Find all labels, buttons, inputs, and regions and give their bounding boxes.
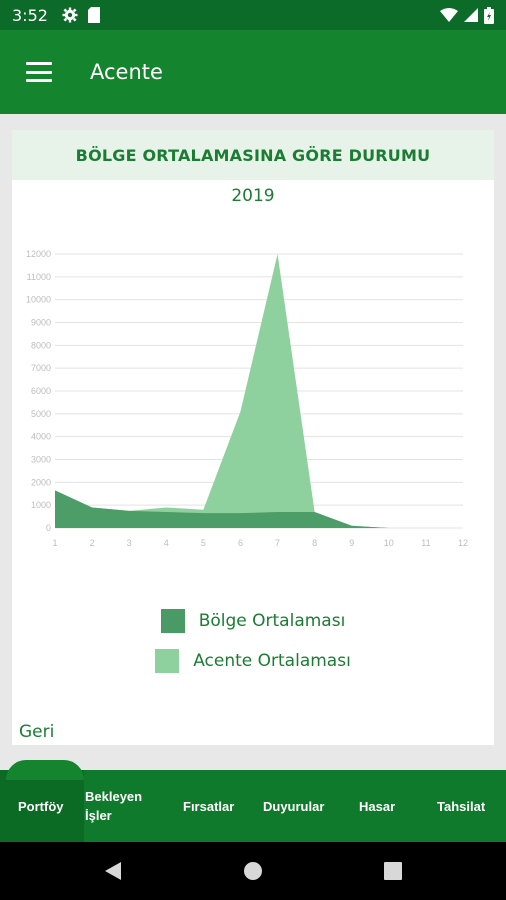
sd-card-icon xyxy=(87,7,100,23)
nav-item-bekleyen-isler[interactable]: Bekleyen İşler xyxy=(85,789,143,823)
y-tick-label: 3000 xyxy=(31,455,51,465)
menu-icon[interactable] xyxy=(26,62,52,82)
y-tick-label: 7000 xyxy=(31,363,51,373)
home-nav-button[interactable] xyxy=(236,842,270,900)
signal-icon xyxy=(464,8,478,22)
x-tick-label: 7 xyxy=(275,538,280,548)
system-nav-bar xyxy=(0,842,506,900)
recents-square-icon xyxy=(384,862,402,880)
series-area-acente xyxy=(55,254,463,528)
nav-active-tab-indicator xyxy=(6,760,84,780)
nav-active-highlight xyxy=(0,770,84,842)
wifi-icon xyxy=(440,8,458,22)
x-tick-label: 10 xyxy=(384,538,394,548)
recents-nav-button[interactable] xyxy=(376,842,410,900)
battery-icon xyxy=(484,6,494,24)
nav-item-firsatlar[interactable]: Fırsatlar xyxy=(183,798,235,814)
back-button[interactable]: Geri xyxy=(19,722,55,742)
nav-item-portfoy[interactable]: Portföy xyxy=(18,798,64,814)
y-tick-label: 2000 xyxy=(31,477,51,487)
y-tick-label: 8000 xyxy=(31,340,51,350)
status-time: 3:52 xyxy=(12,5,48,25)
series-area-bolge xyxy=(55,490,463,528)
y-tick-label: 5000 xyxy=(31,409,51,419)
x-tick-label: 11 xyxy=(421,538,430,548)
x-tick-label: 9 xyxy=(349,538,354,548)
y-tick-label: 10000 xyxy=(26,295,51,305)
bottom-nav: Portföy Bekleyen İşler Fırsatlar Duyurul… xyxy=(0,760,506,842)
y-tick-label: 1000 xyxy=(31,500,51,510)
back-triangle-icon xyxy=(105,862,121,880)
y-tick-label: 6000 xyxy=(31,386,51,396)
back-nav-button[interactable] xyxy=(96,842,130,900)
status-bar: 3:52 xyxy=(0,0,506,30)
y-tick-label: 11000 xyxy=(27,272,51,282)
nav-item-hasar[interactable]: Hasar xyxy=(359,798,396,814)
x-tick-label: 6 xyxy=(238,538,243,548)
y-tick-label: 0 xyxy=(46,523,51,533)
x-tick-label: 5 xyxy=(201,538,206,548)
y-tick-label: 12000 xyxy=(26,249,51,259)
area-chart: 0 1000 2000 3000 4000 5000 6000 7000 8000 9000 100… xyxy=(26,249,468,548)
home-circle-icon xyxy=(244,862,262,880)
legend-label-acente: Acente Ortalaması xyxy=(193,651,351,671)
x-tick-label: 12 xyxy=(458,538,468,548)
y-tick-label: 4000 xyxy=(31,432,51,442)
legend-swatch-bolge xyxy=(160,609,185,633)
legend-item-acente: Acente Ortalaması xyxy=(12,648,494,674)
y-tick-label: 9000 xyxy=(31,318,51,328)
page-title: Acente xyxy=(90,60,163,84)
chart-card: BÖLGE ORTALAMASINA GÖRE DURUMU 2019 0 100… xyxy=(12,130,494,745)
legend-label-bolge: Bölge Ortalaması xyxy=(198,611,346,631)
x-tick-label: 4 xyxy=(164,538,169,548)
chart-title: 2019 xyxy=(231,186,275,206)
legend-swatch-acente xyxy=(155,649,180,673)
app-bar: Acente xyxy=(0,30,506,114)
gear-icon xyxy=(62,7,78,23)
nav-item-duyurular[interactable]: Duyurular xyxy=(263,798,325,814)
nav-item-tahsilat[interactable]: Tahsilat xyxy=(437,798,486,814)
x-tick-label: 3 xyxy=(127,538,132,548)
x-tick-label: 1 xyxy=(52,538,57,548)
chart-legend: Bölge Ortalaması Acente Ortalaması xyxy=(12,608,494,688)
legend-item-bolge: Bölge Ortalaması xyxy=(12,608,494,634)
x-tick-label: 2 xyxy=(90,538,95,548)
card-header: BÖLGE ORTALAMASINA GÖRE DURUMU xyxy=(12,130,494,180)
x-tick-label: 8 xyxy=(312,538,317,548)
